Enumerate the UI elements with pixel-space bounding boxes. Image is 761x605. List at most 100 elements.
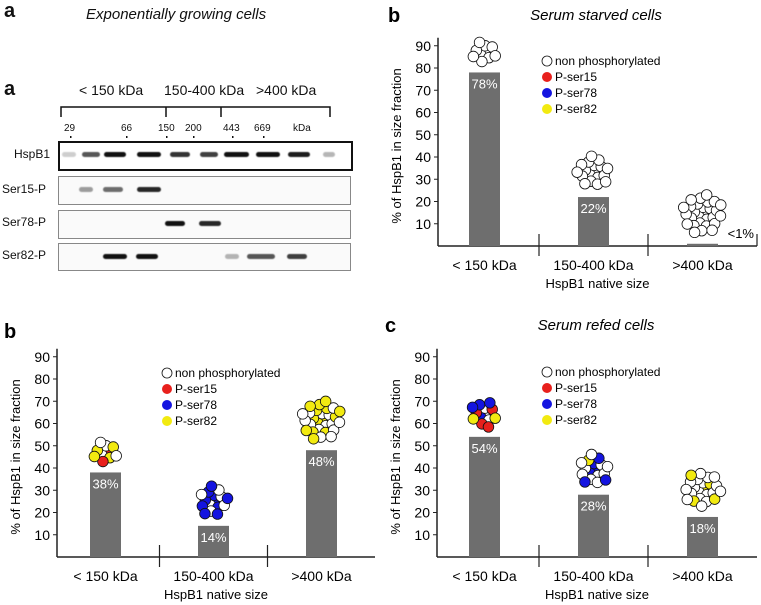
data-label: 54% [471,441,497,456]
legend-label: P-ser82 [555,413,597,427]
subunit [601,460,614,473]
blot-band [104,152,126,157]
blot-band [137,187,161,192]
legend-swatch [542,104,552,114]
subunit [325,430,337,443]
x-axis-label: HspB1 native size [545,276,649,291]
x-axis-label: HspB1 native size [545,587,649,602]
subunit [484,397,496,409]
blot-band [288,152,310,157]
subunit [467,413,480,425]
bar [469,72,500,246]
legend: non phosphorylated P-ser15 P-ser78 P-ser82 [541,54,660,116]
legend-label: P-ser78 [175,398,217,412]
legend-label: P-ser82 [175,414,217,428]
marker-29: 29 [64,123,76,134]
oligomer-cluster [680,467,727,512]
marker-200: 200 [185,123,202,134]
chart-letter: b [4,321,16,343]
bar [306,450,337,557]
y-tick-label: 20 [415,194,431,210]
y-tick-label: 40 [34,460,50,476]
legend-swatch [162,384,172,394]
bar [578,494,609,557]
bar [469,436,500,557]
subunit [714,485,727,498]
row-label-ser78: Ser78-P [2,215,47,229]
y-tick-label: 20 [414,505,430,521]
blot-band [247,254,275,259]
subunit [466,401,479,414]
bar [198,525,229,557]
subunit [685,194,697,206]
subunit [489,412,501,424]
subunit [601,162,614,175]
subunit [473,36,486,49]
subunit [700,189,713,201]
y-tick-label: 90 [415,38,431,54]
blot-band [62,152,76,157]
legend-label: P-ser15 [555,70,597,84]
subunit [304,400,316,412]
panel-a-letter: a [4,78,16,100]
data-label: <1% [728,226,755,241]
subunit [696,500,708,512]
marker-kda: kDa [293,123,311,134]
y-tick-label: 70 [414,393,430,409]
row-label-ser82: Ser82-P [2,248,47,262]
blot-ser82 [58,243,351,271]
subunit [706,224,718,236]
subunit [585,150,598,162]
legend-swatch [161,367,173,379]
y-tick-label: 80 [34,371,50,387]
y-tick-label: 30 [414,482,430,498]
y-tick-label: 90 [34,349,50,365]
legend-label: P-ser78 [555,86,597,100]
y-tick-label: 70 [415,82,431,98]
subunit [681,218,693,230]
data-label: 78% [471,76,497,91]
subunit [211,508,224,520]
legend-label: non phosphorylated [175,366,280,380]
category-label: >400 kDa [291,568,352,584]
category-label: < 150 kDa [452,568,516,584]
subunit [579,178,591,190]
y-tick-label: 40 [414,460,430,476]
legend-swatch [541,55,553,67]
chart-title: Serum starved cells [530,7,662,24]
blot-hspb1 [58,141,353,171]
category-label: >400 kDa [672,568,733,584]
oligomer-cluster [571,150,614,190]
subunit [585,448,598,461]
chart-exp: b 10 20 30 40 50 60 70 80 90 % of HspB1 in size fr… [4,321,375,602]
legend-swatch [542,415,552,425]
y-tick-label: 10 [34,527,50,543]
category-label: >400 kDa [672,257,733,273]
subunit [681,493,693,506]
legend-swatch [542,383,552,393]
y-axis-label: % of HspB1 in size fraction [8,379,23,534]
y-tick-label: 20 [34,505,50,521]
subunit [677,201,690,214]
legend-label: P-ser82 [555,102,597,116]
bar [687,243,718,246]
y-tick-label: 30 [415,171,431,187]
y-tick-label: 40 [415,149,431,165]
y-tick-label: 90 [414,349,430,365]
subunit [680,483,692,496]
subunit [708,471,721,483]
size-group-small: < 150 kDa [79,82,144,98]
bar [687,516,718,557]
y-tick-label: 50 [415,127,431,143]
legend-label: non phosphorylated [555,365,660,379]
oligomer-cluster [88,436,122,468]
legend-swatch [542,72,552,82]
blot-band [165,221,185,226]
subunit [221,492,234,505]
y-tick-label: 50 [34,438,50,454]
legend-label: P-ser78 [555,397,597,411]
y-tick-label: 10 [415,216,431,232]
blot-band [256,152,280,157]
blot-band [136,254,158,259]
